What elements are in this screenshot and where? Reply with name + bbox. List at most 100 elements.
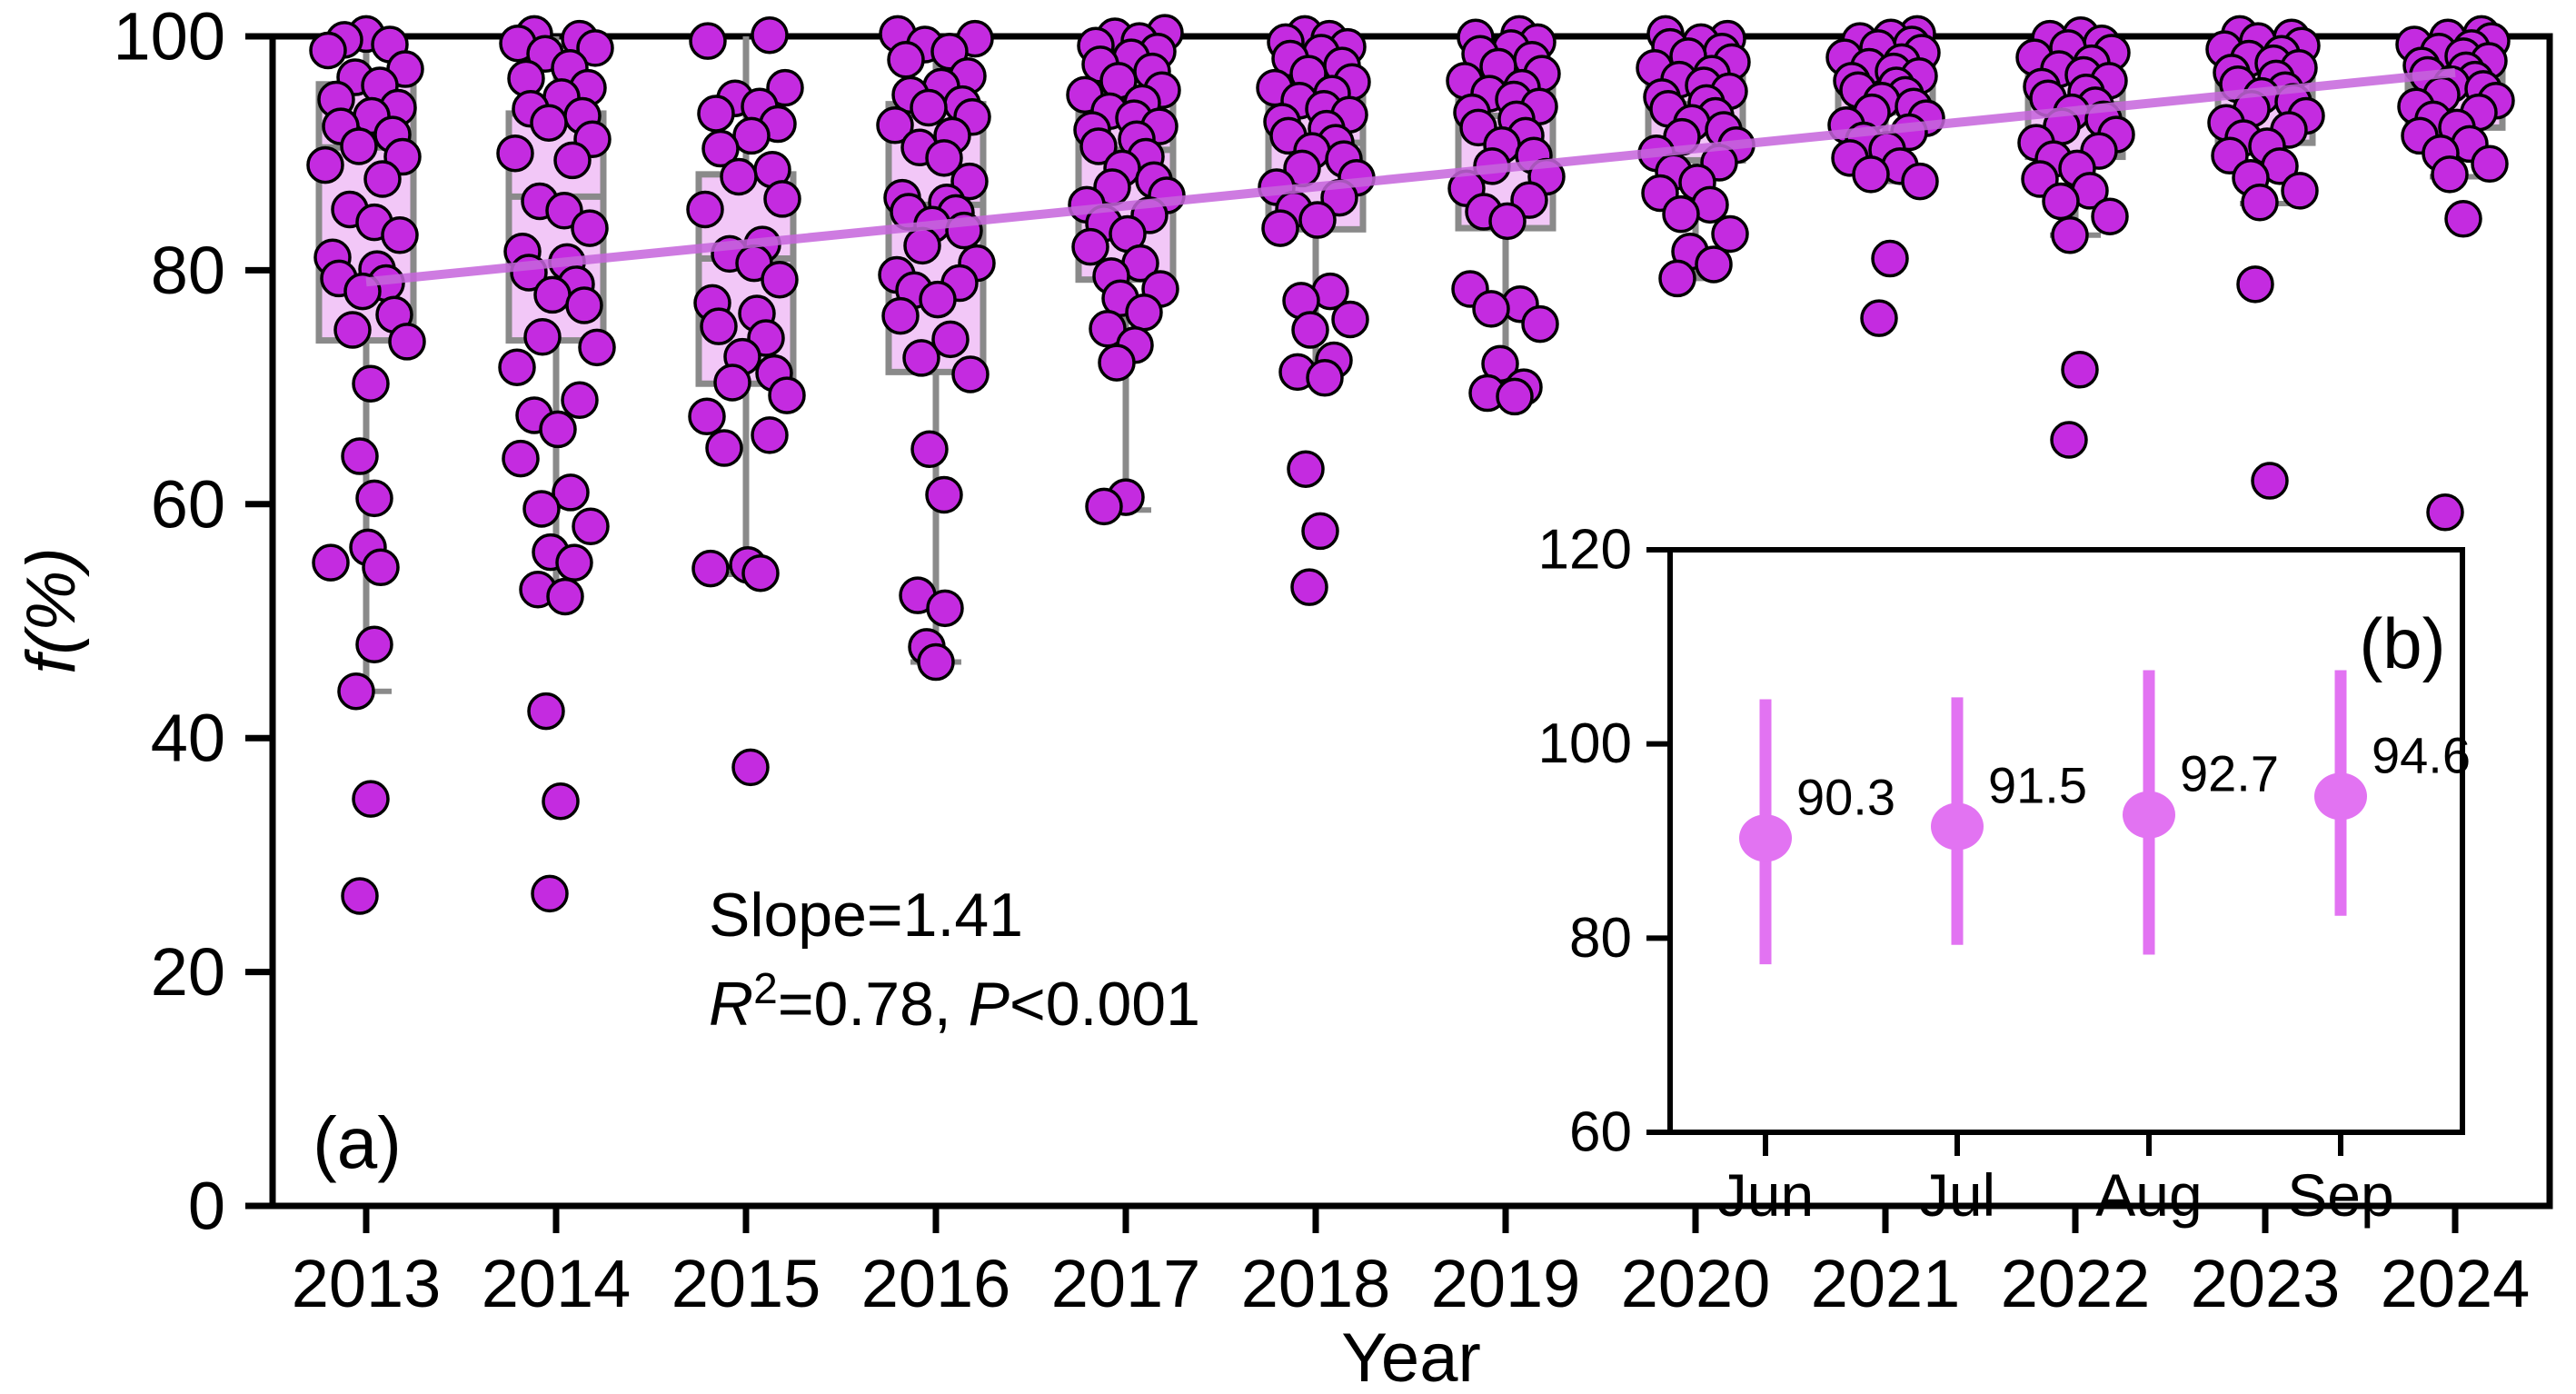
- data-point: [2091, 197, 2129, 235]
- x-tick-label: 2017: [1051, 1246, 1201, 1321]
- data-point: [931, 320, 970, 359]
- data-point: [498, 348, 536, 386]
- panel-b-label: (b): [2359, 603, 2445, 683]
- data-point: [705, 429, 743, 467]
- data-point: [1079, 127, 1118, 165]
- data-point: [689, 22, 727, 60]
- data-point: [578, 328, 616, 367]
- data-point: [1290, 568, 1328, 606]
- data-point: [2471, 144, 2509, 184]
- data-point: [700, 307, 738, 345]
- data-point: [917, 642, 955, 682]
- data-point: [1301, 512, 1339, 551]
- x-tick-label: 2014: [482, 1246, 632, 1321]
- data-point: [522, 490, 561, 528]
- data-point: [919, 280, 957, 319]
- mean-value-label: 90.3: [1796, 768, 1895, 825]
- data-point: [751, 15, 789, 55]
- data-point: [1098, 344, 1136, 382]
- data-point: [910, 430, 949, 469]
- data-point: [697, 95, 735, 133]
- panel-a: 0 20 40 60 80 100 2013 2014 2015 2016 2017 2018 2019…: [13, 0, 2553, 1394]
- data-point: [2431, 155, 2469, 194]
- data-point: [1695, 245, 1733, 284]
- data-point: [910, 88, 948, 127]
- data-point: [1852, 155, 1890, 194]
- inset-x-tick-label: Jun: [1717, 1161, 1814, 1229]
- data-point: [1658, 259, 1696, 298]
- data-point: [533, 275, 572, 314]
- data-point: [309, 31, 347, 70]
- data-point: [2050, 421, 2088, 459]
- mean-marker: [1931, 802, 1984, 851]
- data-point: [1496, 377, 1534, 416]
- data-point: [2042, 182, 2080, 221]
- mean-marker: [2123, 791, 2175, 839]
- y-tick-label: 60: [151, 466, 225, 542]
- inset-frame: [1667, 547, 2465, 1135]
- data-point: [576, 29, 614, 67]
- data-point: [2281, 172, 2319, 210]
- x-tick-label: 2023: [2191, 1246, 2341, 1321]
- data-point: [925, 139, 963, 177]
- inset-y-tick-label: 60: [1569, 1101, 1632, 1164]
- data-point: [333, 311, 372, 349]
- data-point: [2061, 351, 2099, 389]
- data-point: [565, 286, 603, 324]
- data-point: [530, 104, 568, 142]
- inset-y-tick-label: 120: [1538, 519, 1632, 582]
- data-point: [2444, 200, 2482, 238]
- data-point: [1488, 202, 1527, 241]
- data-point: [2251, 462, 2289, 500]
- data-point: [688, 397, 726, 436]
- y-tick-label: 0: [188, 1169, 225, 1244]
- data-point: [502, 439, 540, 478]
- y-tick-label: 40: [151, 701, 225, 776]
- data-point: [1521, 304, 1559, 344]
- data-point: [2051, 216, 2089, 254]
- data-point: [741, 553, 780, 592]
- inset-x-tick-label: Jul: [1919, 1161, 1995, 1229]
- data-point: [887, 40, 925, 79]
- data-point: [306, 145, 344, 184]
- data-point: [572, 507, 610, 546]
- data-point: [731, 748, 770, 787]
- data-point: [2426, 493, 2464, 532]
- data-point: [340, 127, 378, 165]
- data-point: [352, 780, 390, 818]
- data-point: [552, 473, 590, 512]
- data-point: [381, 216, 419, 254]
- x-tick-label: 2013: [292, 1246, 442, 1321]
- x-tick-label: 2022: [2001, 1246, 2151, 1321]
- data-point: [1306, 359, 1344, 397]
- data-point: [1261, 209, 1299, 247]
- data-point: [523, 318, 562, 356]
- data-point: [553, 141, 592, 180]
- inset-y-tick-label: 100: [1538, 712, 1632, 775]
- x-tick-label: 2019: [1431, 1246, 1581, 1321]
- data-point: [763, 180, 801, 218]
- data-point: [766, 68, 804, 107]
- y-tick-label: 100: [114, 0, 225, 75]
- panel-b: 60 80 100 120 Jun Jul Aug Sep 90.3 91.5 92.7 94.6 (b…: [1538, 519, 2471, 1230]
- data-point: [1662, 194, 1700, 234]
- data-point: [902, 339, 940, 377]
- data-point: [312, 543, 350, 582]
- data-point: [561, 381, 599, 420]
- data-point: [876, 106, 914, 144]
- data-point: [1287, 450, 1325, 488]
- data-point: [341, 877, 379, 915]
- data-point: [1071, 227, 1109, 266]
- data-point: [388, 323, 426, 361]
- data-point: [1089, 310, 1127, 348]
- data-point: [546, 577, 584, 616]
- data-point: [925, 475, 963, 514]
- data-point: [527, 692, 565, 731]
- data-point: [1085, 487, 1123, 526]
- y-tick-label: 20: [151, 934, 225, 1010]
- data-point: [496, 134, 534, 173]
- x-tick-label: 2021: [1811, 1246, 1961, 1321]
- x-tick-label: 2024: [2381, 1246, 2531, 1321]
- data-point: [713, 363, 751, 402]
